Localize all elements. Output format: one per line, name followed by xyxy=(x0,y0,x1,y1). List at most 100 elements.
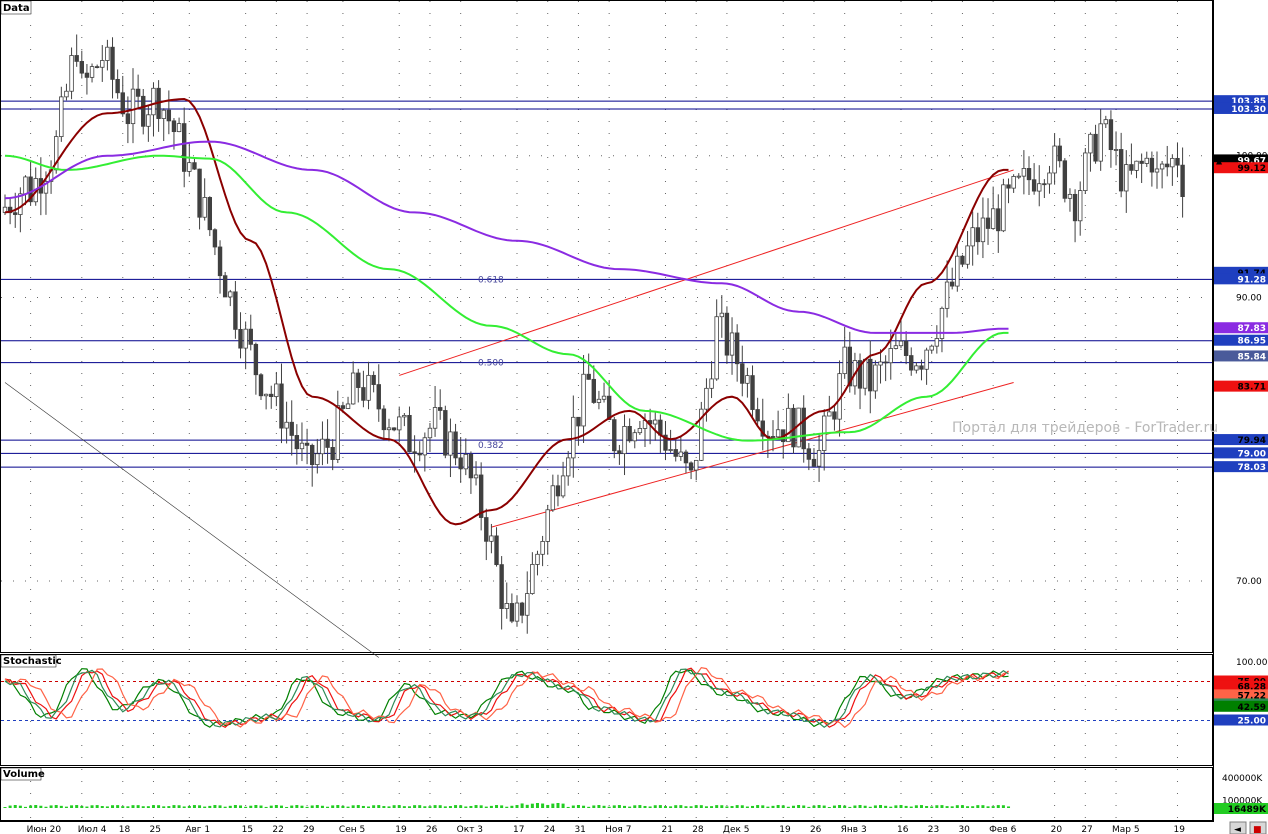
x-tick-label: 24 xyxy=(544,825,556,834)
candle-body xyxy=(43,181,49,194)
volume-bar xyxy=(848,806,852,808)
stochastic-tag xyxy=(1214,714,1268,726)
candle-body xyxy=(1134,160,1139,171)
volume-bar xyxy=(13,805,17,808)
volume-bar xyxy=(361,805,365,808)
volume-bar xyxy=(791,805,795,808)
x-tick-label: 19 xyxy=(1173,825,1185,834)
candle-body xyxy=(115,78,120,94)
candle-body xyxy=(258,374,264,397)
candle-body xyxy=(1011,176,1016,189)
candle-body xyxy=(898,340,904,347)
volume-bar xyxy=(587,806,591,808)
candle-body xyxy=(1108,119,1114,151)
volume-bar xyxy=(725,806,729,808)
volume-bar xyxy=(100,806,104,808)
x-tick-label: Дек 5 xyxy=(723,825,750,834)
volume-bar xyxy=(510,805,514,808)
volume-bar xyxy=(64,806,68,808)
volume-bar xyxy=(479,805,483,808)
candle-body xyxy=(560,475,566,497)
x-tick-label: Июл 4 xyxy=(78,825,107,834)
candle-body xyxy=(745,375,750,384)
volume-bar xyxy=(489,805,493,808)
candle-body xyxy=(284,421,289,429)
candle-body xyxy=(903,340,909,356)
volume-tag-label: 16489K xyxy=(1228,805,1267,815)
candle-body xyxy=(371,374,376,385)
candle-body xyxy=(734,332,740,365)
price-tag xyxy=(1214,350,1268,362)
volume-bar xyxy=(192,805,196,808)
candle-body xyxy=(1113,149,1119,151)
volume-bar xyxy=(694,805,698,808)
price-tag xyxy=(1214,380,1268,392)
volume-bar xyxy=(279,805,283,808)
candle-body xyxy=(827,411,832,417)
volume-bar xyxy=(111,805,115,808)
candle-body xyxy=(1159,163,1165,170)
volume-bar xyxy=(29,805,33,808)
volume-bar xyxy=(397,805,401,808)
volume-bar xyxy=(756,805,760,808)
candle-body xyxy=(366,374,371,401)
volume-bar xyxy=(925,806,929,808)
volume-bar xyxy=(699,805,703,808)
x-tick-label: 20 xyxy=(1051,825,1063,834)
x-tick-label: 26 xyxy=(810,825,822,834)
volume-bar xyxy=(535,803,539,808)
candle-body xyxy=(801,407,806,450)
candle-body xyxy=(28,176,33,203)
price-tag xyxy=(1214,102,1268,114)
candle-body xyxy=(909,355,914,371)
candle-body xyxy=(699,408,704,461)
candle-body xyxy=(1052,145,1057,174)
scroll-left-button[interactable] xyxy=(1229,821,1247,834)
candle-body xyxy=(934,338,940,347)
candle-body xyxy=(601,395,607,400)
scroll-right-button[interactable] xyxy=(1249,821,1267,834)
candle-body xyxy=(965,245,970,265)
volume-tick-label: 400000K xyxy=(1222,774,1263,784)
candle-body xyxy=(862,358,868,389)
volume-bar xyxy=(812,805,816,808)
watermark: Портал для трейдеров - ForTrader.ru xyxy=(952,420,1218,436)
candle-body xyxy=(427,427,433,439)
candle-body xyxy=(391,427,397,431)
x-tick-label: 31 xyxy=(574,825,585,834)
volume-bar xyxy=(945,806,949,808)
trend-line xyxy=(491,382,1014,528)
candle-body xyxy=(985,217,991,229)
stochastic-tag-label: 25.00 xyxy=(1238,717,1266,727)
candle-body xyxy=(740,363,745,384)
candle-body xyxy=(550,485,556,511)
volume-bar xyxy=(745,806,749,808)
candle-body xyxy=(811,458,817,467)
fibonacci-label: 0.618 xyxy=(478,275,504,285)
candle-body xyxy=(980,217,986,243)
volume-bar xyxy=(454,805,458,808)
candle-body xyxy=(181,123,187,172)
candle-body xyxy=(253,343,259,376)
candle-body xyxy=(320,438,325,455)
volume-panel[interactable] xyxy=(0,767,1213,821)
candle-body xyxy=(673,449,678,457)
candle-body xyxy=(402,414,407,418)
volume-bar xyxy=(669,806,673,808)
volume-bar xyxy=(960,805,964,808)
candle-body xyxy=(939,307,945,339)
candle-body xyxy=(120,92,125,115)
stochastic-tag-label: 57.22 xyxy=(1238,691,1266,701)
volume-bar xyxy=(832,805,836,808)
candle-body xyxy=(1057,145,1062,162)
candle-body xyxy=(566,457,571,477)
volume-bar xyxy=(141,806,145,808)
candle-body xyxy=(857,360,863,389)
candle-body xyxy=(683,451,689,464)
stochastic-tag xyxy=(1214,689,1268,701)
candle-body xyxy=(632,432,637,442)
volume-bar xyxy=(469,805,473,808)
volume-bar xyxy=(39,805,43,808)
volume-bar xyxy=(305,806,309,808)
